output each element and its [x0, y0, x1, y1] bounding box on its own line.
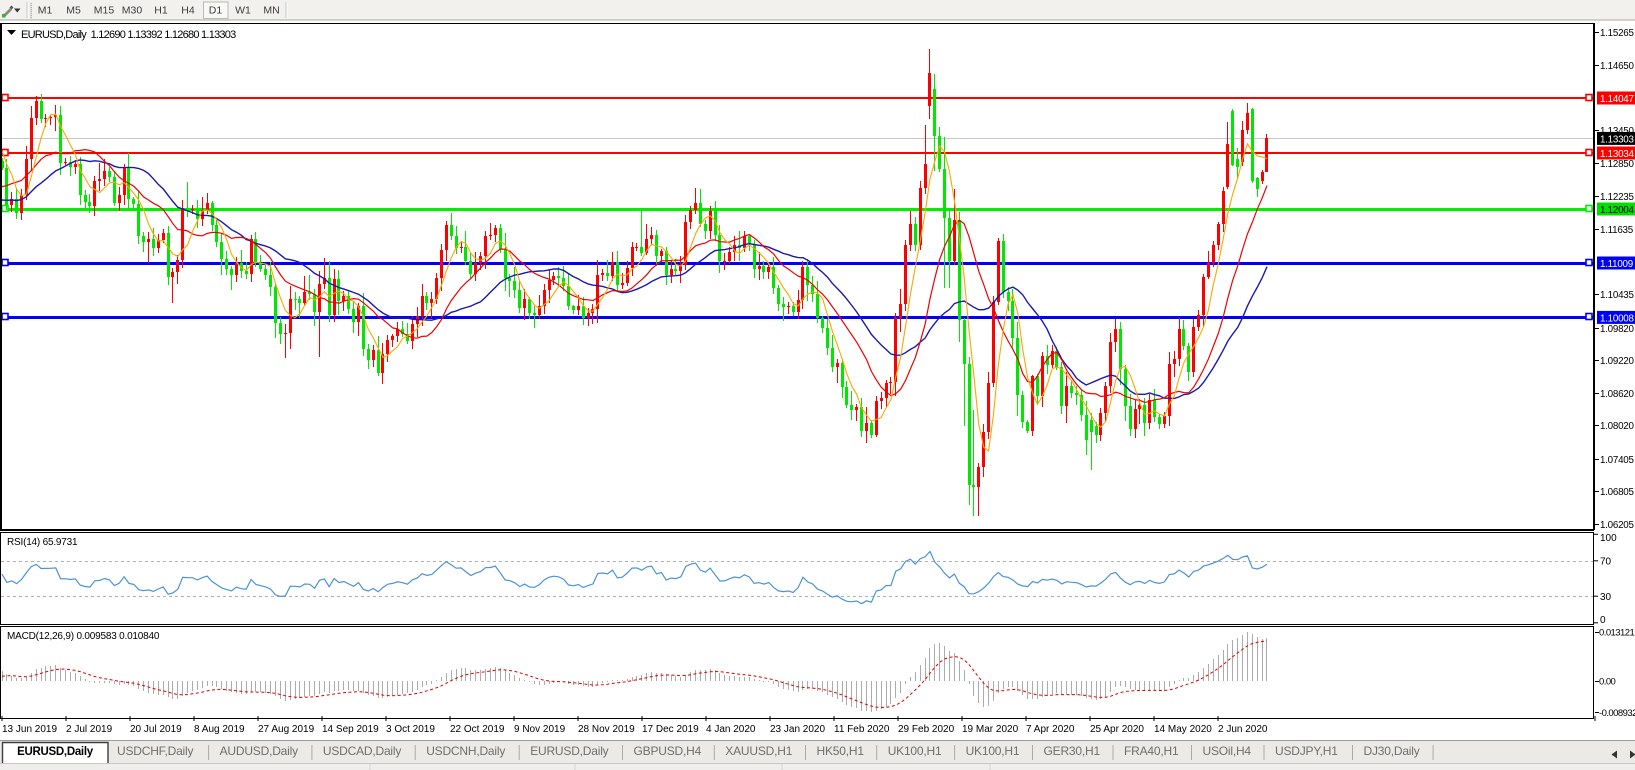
svg-text:-0.008932: -0.008932 — [1599, 708, 1635, 719]
svg-text:0: 0 — [1600, 615, 1606, 626]
svg-text:1.11635: 1.11635 — [1600, 225, 1634, 236]
svg-text:70: 70 — [1600, 556, 1612, 567]
svg-text:1.13034: 1.13034 — [1600, 149, 1634, 160]
svg-text:M15: M15 — [94, 5, 115, 17]
svg-text:EURUSD,Daily: EURUSD,Daily — [17, 746, 94, 758]
svg-text:FRA40,H1: FRA40,H1 — [1124, 744, 1179, 758]
svg-text:11 Feb 2020: 11 Feb 2020 — [834, 724, 890, 735]
svg-text:1.14650: 1.14650 — [1600, 61, 1634, 72]
svg-text:14 Sep 2019: 14 Sep 2019 — [322, 724, 379, 735]
svg-text:1.06805: 1.06805 — [1600, 487, 1634, 498]
svg-text:0.013121: 0.013121 — [1599, 628, 1634, 639]
svg-text:29 Feb 2020: 29 Feb 2020 — [898, 724, 955, 735]
svg-text:D1: D1 — [209, 5, 223, 17]
svg-text:1.11009: 1.11009 — [1600, 259, 1633, 270]
svg-text:1.08020: 1.08020 — [1600, 421, 1634, 432]
svg-text:30: 30 — [1600, 592, 1612, 603]
svg-text:RSI(14) 65.9731: RSI(14) 65.9731 — [7, 537, 78, 548]
svg-text:1.06205: 1.06205 — [1600, 520, 1634, 531]
svg-text:W1: W1 — [235, 5, 251, 17]
svg-text:25 Apr 2020: 25 Apr 2020 — [1090, 724, 1144, 735]
svg-text:27 Aug 2019: 27 Aug 2019 — [258, 724, 315, 735]
svg-text:MN: MN — [263, 5, 279, 17]
svg-text:4 Jan 2020: 4 Jan 2020 — [706, 724, 756, 735]
svg-text:1.12850: 1.12850 — [1600, 159, 1634, 170]
svg-text:EURUSD,Daily: EURUSD,Daily — [530, 744, 608, 758]
svg-text:14 May 2020: 14 May 2020 — [1154, 724, 1212, 735]
svg-text:DJ30,Daily: DJ30,Daily — [1364, 744, 1420, 758]
svg-text:H4: H4 — [181, 5, 195, 17]
svg-text:1.08620: 1.08620 — [1600, 389, 1634, 400]
svg-text:USOil,H4: USOil,H4 — [1203, 744, 1252, 758]
svg-text:USDCAD,Daily: USDCAD,Daily — [323, 744, 401, 758]
svg-text:1.12004: 1.12004 — [1600, 205, 1634, 216]
svg-text:23 Jan 2020: 23 Jan 2020 — [770, 724, 825, 735]
svg-text:19 Mar 2020: 19 Mar 2020 — [962, 724, 1019, 735]
svg-text:M5: M5 — [66, 5, 81, 17]
svg-text:2 Jul 2019: 2 Jul 2019 — [66, 724, 113, 735]
svg-text:GER30,H1: GER30,H1 — [1044, 744, 1101, 758]
svg-text:22 Oct 2019: 22 Oct 2019 — [450, 724, 505, 735]
svg-text:1.13450: 1.13450 — [1600, 126, 1634, 137]
svg-text:USDCHF,Daily: USDCHF,Daily — [117, 744, 193, 758]
svg-text:1.15265: 1.15265 — [1600, 28, 1634, 39]
svg-text:7 Apr 2020: 7 Apr 2020 — [1026, 724, 1075, 735]
svg-text:1.09820: 1.09820 — [1600, 324, 1634, 335]
svg-text:1.07405: 1.07405 — [1600, 455, 1634, 466]
svg-text:28 Nov 2019: 28 Nov 2019 — [578, 724, 635, 735]
svg-text:H1: H1 — [154, 5, 168, 17]
svg-text:USDCNH,Daily: USDCNH,Daily — [426, 744, 505, 758]
svg-text:1.10008: 1.10008 — [1600, 313, 1634, 324]
svg-text:M30: M30 — [122, 5, 143, 17]
svg-text:8 Aug 2019: 8 Aug 2019 — [194, 724, 245, 735]
svg-text:MACD(12,26,9) 0.009583 0.01084: MACD(12,26,9) 0.009583 0.010840 — [7, 631, 160, 642]
svg-text:100: 100 — [1600, 533, 1617, 544]
svg-text:0.00: 0.00 — [1599, 677, 1616, 688]
svg-text:AUDUSD,Daily: AUDUSD,Daily — [220, 744, 298, 758]
svg-text:1.13303: 1.13303 — [1600, 134, 1634, 145]
svg-text:2 Jun 2020: 2 Jun 2020 — [1218, 724, 1268, 735]
svg-text:USDJPY,H1: USDJPY,H1 — [1275, 744, 1338, 758]
svg-text:1.10435: 1.10435 — [1600, 290, 1634, 301]
svg-text:EURUSD,Daily 1.12690 1.13392: EURUSD,Daily 1.12690 1.13392 1.12680 1.1… — [21, 29, 236, 41]
svg-text:HK50,H1: HK50,H1 — [817, 744, 865, 758]
svg-text:13 Jun 2019: 13 Jun 2019 — [2, 724, 57, 735]
svg-text:UK100,H1: UK100,H1 — [966, 744, 1020, 758]
svg-text:1.09220: 1.09220 — [1600, 356, 1634, 367]
svg-text:GBPUSD,H4: GBPUSD,H4 — [634, 744, 702, 758]
svg-text:UK100,H1: UK100,H1 — [888, 744, 942, 758]
svg-text:1.14047: 1.14047 — [1600, 94, 1634, 105]
svg-text:9 Nov 2019: 9 Nov 2019 — [514, 724, 566, 735]
svg-text:3 Oct 2019: 3 Oct 2019 — [386, 724, 435, 735]
svg-text:M1: M1 — [38, 5, 53, 17]
svg-text:20 Jul 2019: 20 Jul 2019 — [130, 724, 182, 735]
svg-text:17 Dec 2019: 17 Dec 2019 — [642, 724, 699, 735]
svg-text:XAUUSD,H1: XAUUSD,H1 — [725, 744, 792, 758]
svg-text:1.12235: 1.12235 — [1600, 192, 1634, 203]
